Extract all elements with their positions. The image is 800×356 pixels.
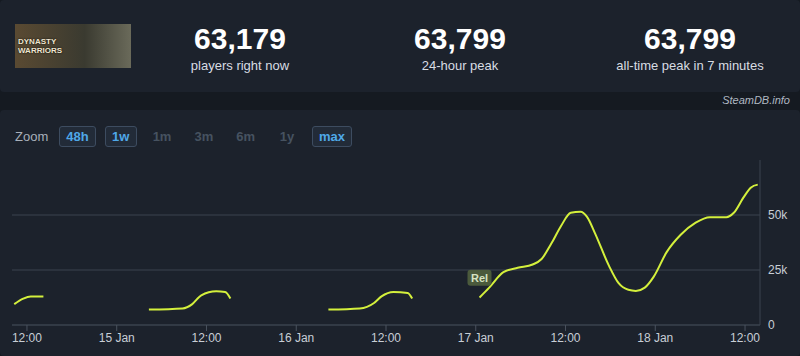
html-text:max: max [319,129,346,144]
html-text:DYNASTY WARRIORS: DYNASTY WARRIORS [18,37,62,55]
html-text:6m: 6m [236,129,255,144]
html-text:48h: 48h [66,129,89,144]
svg-text:12:00: 12:00 [730,331,760,345]
html-text:63,799: 63,799 [414,22,506,55]
html-text:players right now: players right now [190,58,290,73]
html-text:3m: 3m [194,129,214,144]
svg-text:12:00: 12:00 [191,331,221,345]
html-text:1m: 1m [152,129,172,144]
html-text:63,799: 63,799 [644,22,736,55]
svg-text:50k: 50k [768,208,788,222]
html-text:63,179: 63,179 [194,22,286,55]
svg-text:18 Jan: 18 Jan [637,331,673,345]
html-text:Zoom: Zoom [15,129,49,144]
svg-text:17 Jan: 17 Jan [458,331,494,345]
html-text:1w: 1w [112,129,130,144]
svg-text:15 Jan: 15 Jan [99,331,135,345]
svg-text:12:00: 12:00 [12,331,42,345]
html-text:1y: 1y [279,129,295,144]
svg-text:12:00: 12:00 [551,331,581,345]
svg-text:25k: 25k [768,263,788,277]
svg-text:0: 0 [768,318,775,332]
html-text:24-hour peak: 24-hour peak [421,58,499,73]
svg-text:12:00: 12:00 [371,331,401,345]
svg-text:16 Jan: 16 Jan [278,331,314,345]
html-text:all-time peak in 7 minutes: all-time peak in 7 minutes [616,58,764,73]
html-text:SteamDB.info: SteamDB.info [722,94,790,106]
svg-text:Rel: Rel [471,272,488,284]
